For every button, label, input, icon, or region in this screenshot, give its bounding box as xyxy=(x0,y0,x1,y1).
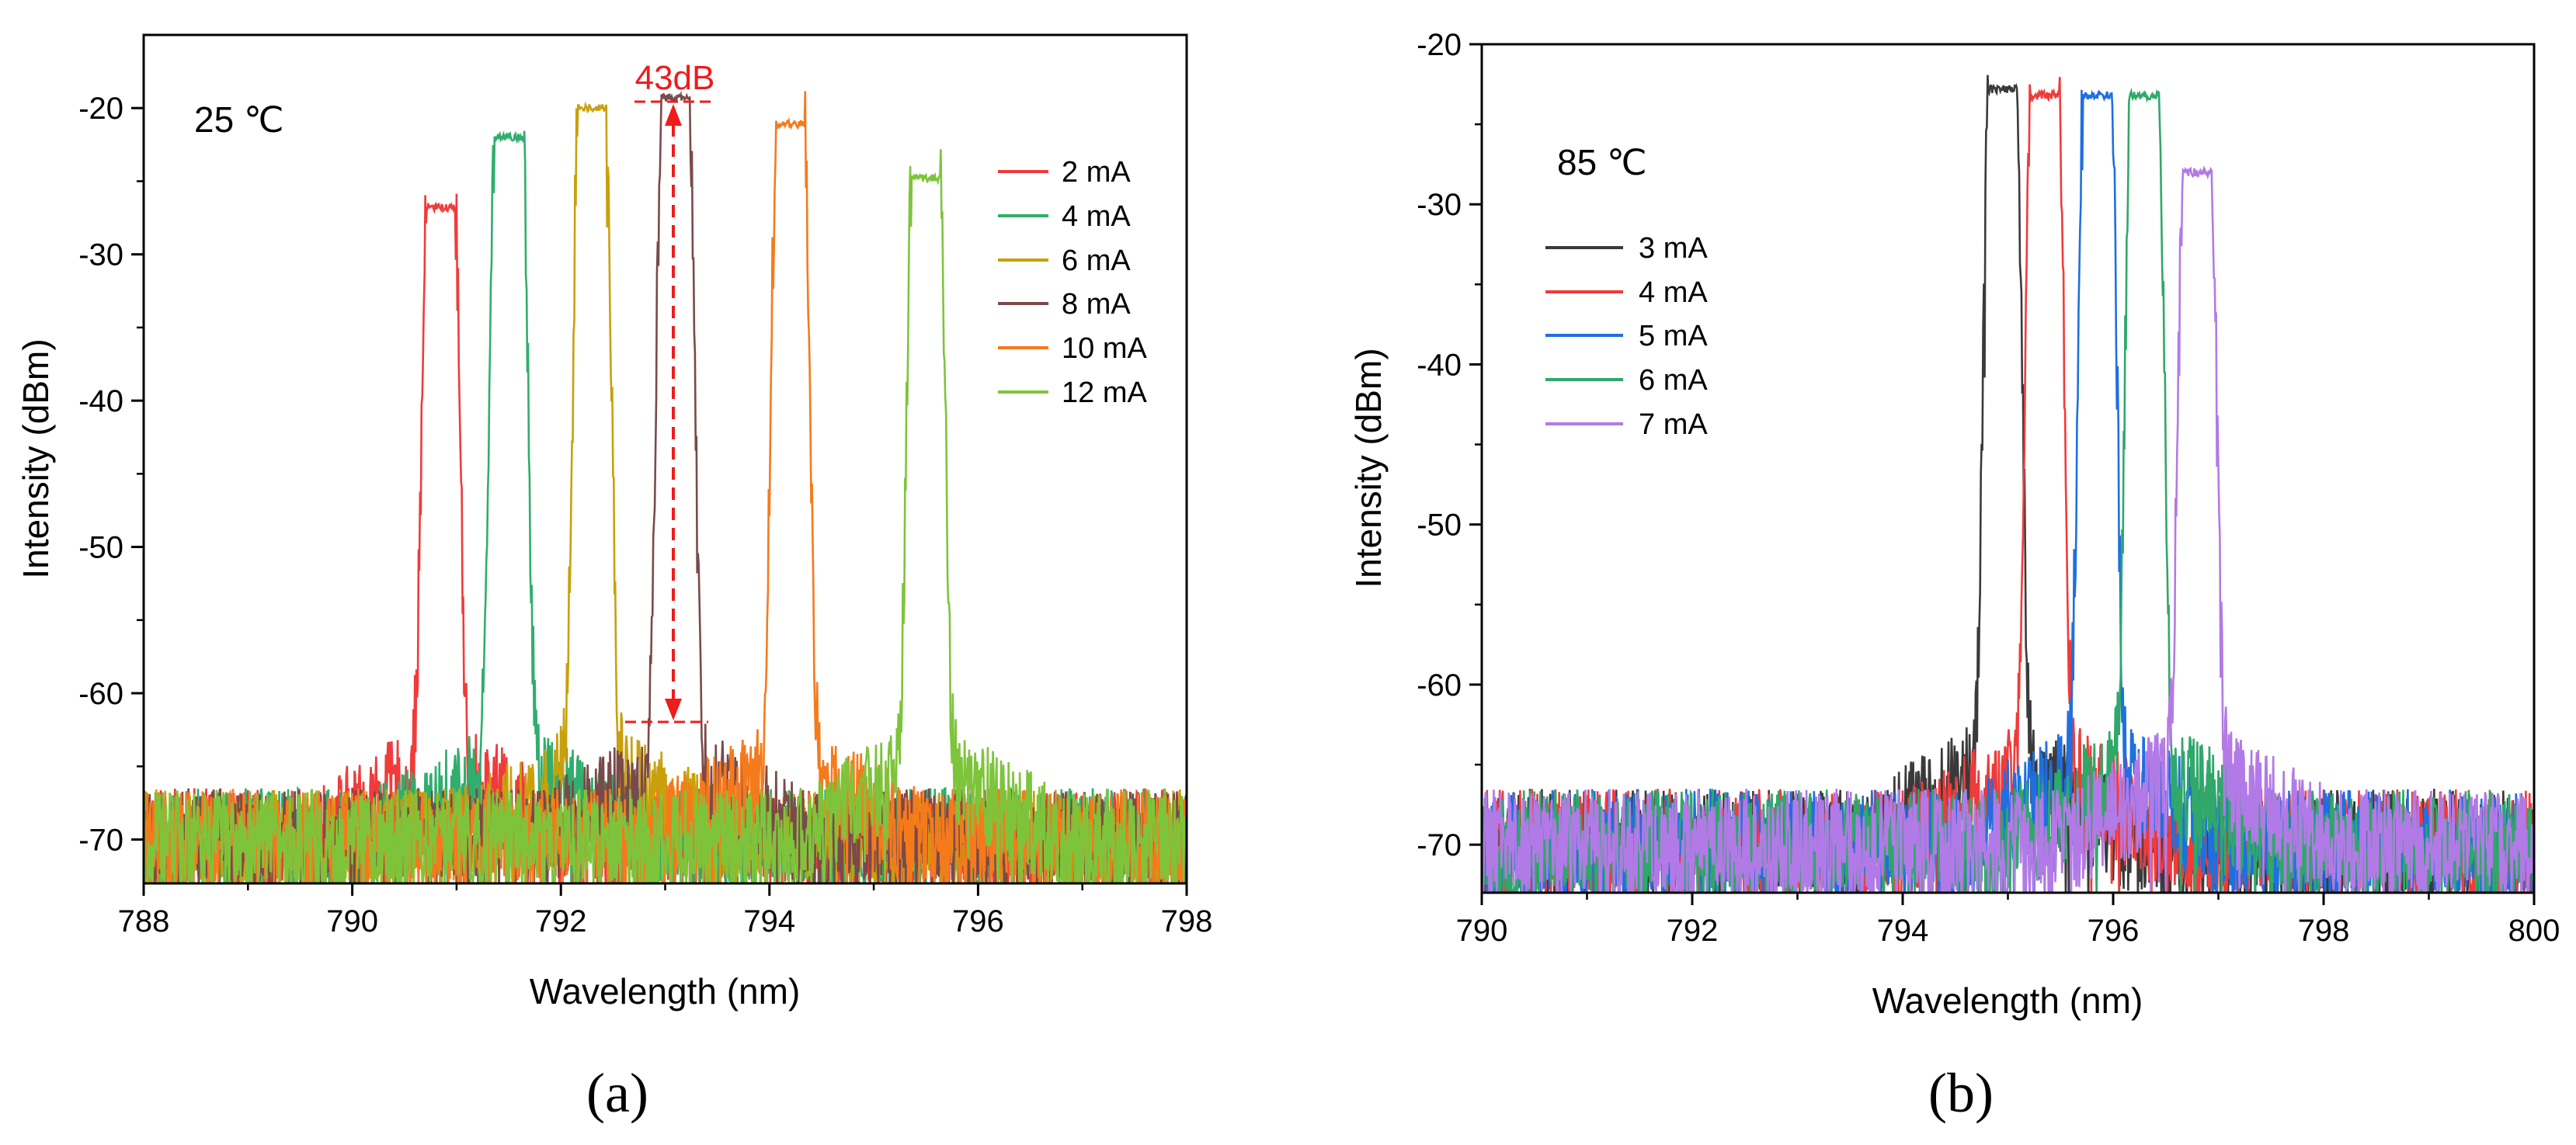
b-x-tick-label: 796 xyxy=(2088,914,2140,948)
a-panel-label: (a) xyxy=(586,1062,648,1124)
b-legend-label-0: 3 mA xyxy=(1639,232,1708,265)
b-axis-ticks: 790 792 794 796 798 800 -70 -60 -50 -40 -30 -20 xyxy=(1417,28,2560,948)
chart-panel-b: 790 792 794 796 798 800 -70 -60 -50 -40 -30 -20 85 … xyxy=(1348,28,2560,1124)
a-annotation-43db: 43dB xyxy=(625,59,715,723)
a-y-tick-label: -40 xyxy=(78,384,123,418)
a-x-tick-label: 794 xyxy=(743,904,795,939)
b-legend-label-2: 5 mA xyxy=(1639,320,1708,352)
a-annotation-arrow-up xyxy=(665,104,682,126)
b-x-tick-label: 792 xyxy=(1667,914,1719,948)
b-legend-label-4: 7 mA xyxy=(1639,408,1708,441)
b-plot-frame xyxy=(1480,43,2536,894)
a-legend: 2 mA 4 mA 6 mA 8 mA 10 mA 12 mA xyxy=(998,156,1147,409)
b-temperature-label: 85 ℃ xyxy=(1557,142,1647,182)
b-y-tick-label: -70 xyxy=(1417,828,1462,862)
b-y-axis-title: Intensity (dBm) xyxy=(1348,348,1389,588)
b-trace-7-mA xyxy=(1482,165,2534,893)
a-y-tick-label: -60 xyxy=(78,677,123,711)
a-y-tick-label: -30 xyxy=(78,238,123,272)
a-y-tick-label: -70 xyxy=(78,823,123,857)
a-x-tick-label: 796 xyxy=(952,904,1004,939)
chart-panel-a: 788 790 792 794 796 798 -70 -60 -50 -40 -30 -20 25 … xyxy=(16,33,1212,1124)
a-x-tick-label: 788 xyxy=(118,904,170,939)
a-x-tick-label: 798 xyxy=(1161,904,1213,939)
a-legend-label-4: 10 mA xyxy=(1062,332,1147,365)
a-x-axis-title: Wavelength (nm) xyxy=(530,971,801,1011)
b-legend-label-1: 4 mA xyxy=(1639,276,1708,309)
a-annotation-text: 43dB xyxy=(635,59,715,97)
a-y-axis-title: Intensity (dBm) xyxy=(16,338,56,578)
a-plot-frame xyxy=(142,33,1188,885)
b-x-tick-label: 794 xyxy=(1877,914,1929,948)
a-legend-label-1: 4 mA xyxy=(1062,200,1131,233)
b-y-tick-label: -50 xyxy=(1417,508,1462,543)
b-y-tick-label: -20 xyxy=(1417,28,1462,62)
a-legend-label-2: 6 mA xyxy=(1062,245,1131,277)
a-temperature-label: 25 ℃ xyxy=(194,99,284,140)
a-y-tick-label: -20 xyxy=(78,92,123,126)
a-x-tick-label: 792 xyxy=(535,904,587,939)
b-y-tick-label: -30 xyxy=(1417,188,1462,222)
a-legend-label-3: 8 mA xyxy=(1062,288,1131,321)
b-legend-label-3: 6 mA xyxy=(1639,364,1708,397)
a-legend-label-0: 2 mA xyxy=(1062,156,1131,189)
a-plot-traces xyxy=(144,90,1187,883)
b-panel-label: (b) xyxy=(1928,1062,1994,1124)
a-trace-12-mA xyxy=(144,149,1187,883)
b-y-tick-label: -40 xyxy=(1417,348,1462,382)
b-y-tick-label: -60 xyxy=(1417,668,1462,703)
a-legend-label-5: 12 mA xyxy=(1062,376,1147,409)
b-x-axis-title: Wavelength (nm) xyxy=(1872,980,2143,1021)
a-axis-ticks: 788 790 792 794 796 798 -70 -60 -50 -40 -30 -20 xyxy=(78,92,1212,939)
b-x-tick-label: 798 xyxy=(2298,914,2350,948)
b-x-tick-label: 790 xyxy=(1456,914,1508,948)
a-y-tick-label: -50 xyxy=(78,531,123,565)
b-x-tick-label: 800 xyxy=(2508,914,2560,948)
b-plot-traces xyxy=(1482,75,2534,893)
a-annotation-arrow-down xyxy=(665,699,682,720)
a-x-tick-label: 790 xyxy=(326,904,378,939)
b-legend: 3 mA 4 mA 5 mA 6 mA 7 mA xyxy=(1545,232,1708,441)
